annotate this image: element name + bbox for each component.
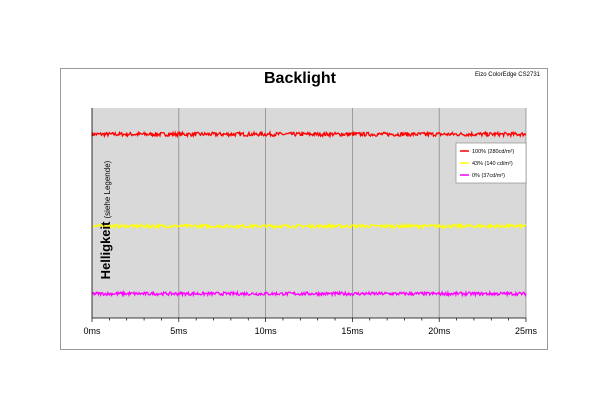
legend: 100% (280cd/m²) 43% (140 cd/m²) 0% (37cd/m… <box>455 142 527 184</box>
x-tick-label: 20ms <box>428 326 451 336</box>
svg-text:Helligkeit(siehe Legende): Helligkeit (siehe Legende) <box>98 160 113 279</box>
x-tick-label: 15ms <box>341 326 364 336</box>
y-axis-title: Helligkeit <box>98 221 113 279</box>
grid-lines <box>178 108 527 318</box>
series-line <box>91 289 527 298</box>
chart-watermark: Eizo ColorEdge CS2731 <box>474 72 540 78</box>
x-axis: 0ms 5ms 10ms 15ms 20ms 25ms <box>83 108 538 336</box>
x-tick-label: 10ms <box>255 326 278 336</box>
series-layer <box>91 129 527 298</box>
y-axis-label: Helligkeit (siehe Legende) <box>98 160 113 279</box>
series-line <box>91 129 527 139</box>
x-tick-label: 5ms <box>170 326 188 336</box>
x-tick-label: 25ms <box>515 326 538 336</box>
x-tick-label: 0ms <box>83 326 101 336</box>
plot-area <box>92 108 526 318</box>
chart-title: Backlight <box>263 70 336 87</box>
legend-label: 0% (37cd/m²) <box>472 173 505 179</box>
y-axis-subtitle: (siehe Legende) <box>103 160 112 218</box>
legend-label: 43% (140 cd/m²) <box>472 161 513 167</box>
legend-label: 100% (280cd/m²) <box>472 149 514 155</box>
series-line <box>91 222 527 231</box>
